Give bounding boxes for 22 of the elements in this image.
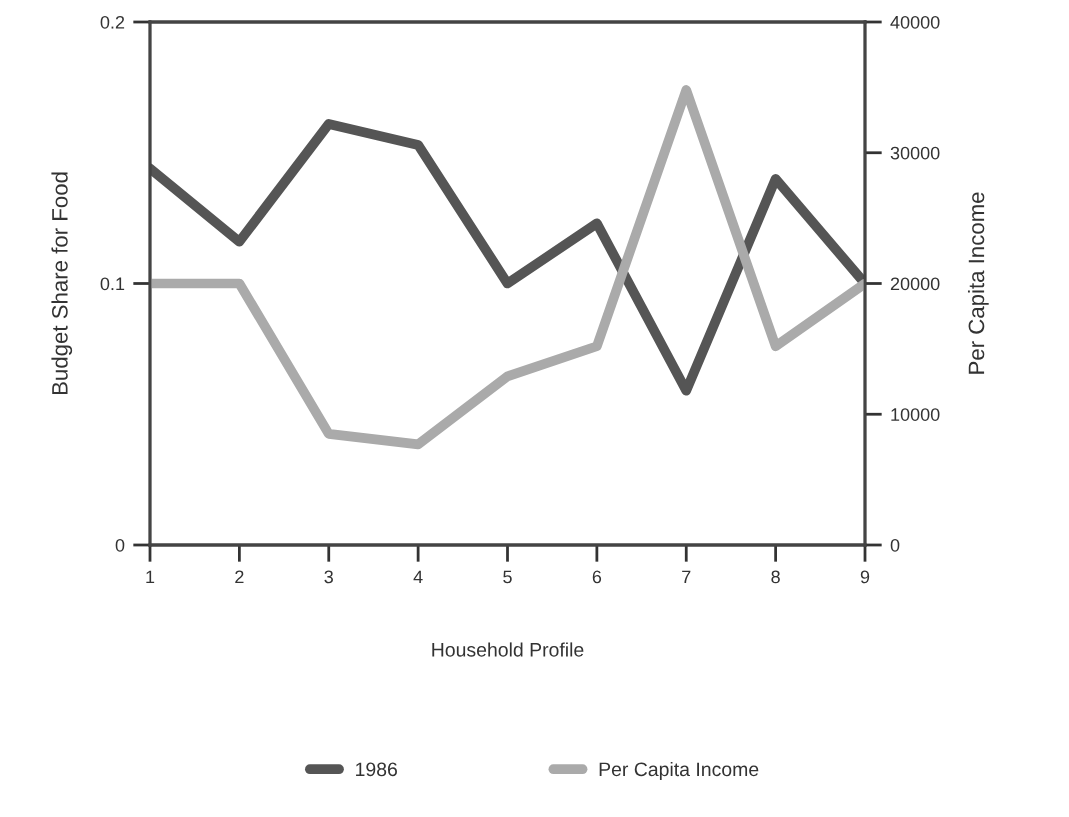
y2-tick-label: 10000 — [891, 408, 940, 421]
y2-tick-label: 30000 — [890, 146, 940, 160]
x-tick-label: 9 — [860, 570, 870, 584]
y2-axis-title: Per Capita Income — [967, 192, 989, 374]
y-tick-label: 0.1 — [100, 277, 125, 291]
y-axis-title: Budget Share for Food — [51, 172, 73, 395]
y-tick-label: 0.2 — [100, 15, 125, 29]
x-tick-label: 7 — [682, 570, 691, 584]
x-tick-label: 4 — [413, 570, 423, 584]
y2-tick-label: 20000 — [890, 277, 940, 291]
x-tick-label: 8 — [771, 570, 780, 584]
y2-tick-label: 40000 — [890, 15, 940, 29]
x-axis-title: Household Profile — [432, 642, 584, 657]
legend-label: 1986 — [356, 762, 397, 777]
x-tick-label: 5 — [503, 570, 512, 584]
x-tick-label: 6 — [592, 570, 602, 584]
legend-label: Per Capita Income — [599, 761, 759, 781]
y2-tick-label: 0 — [890, 538, 900, 552]
x-tick-label: 2 — [235, 570, 244, 584]
x-tick-label: 3 — [324, 570, 333, 584]
x-tick-label: 1 — [146, 570, 155, 584]
y-tick-label: 0 — [115, 538, 125, 552]
